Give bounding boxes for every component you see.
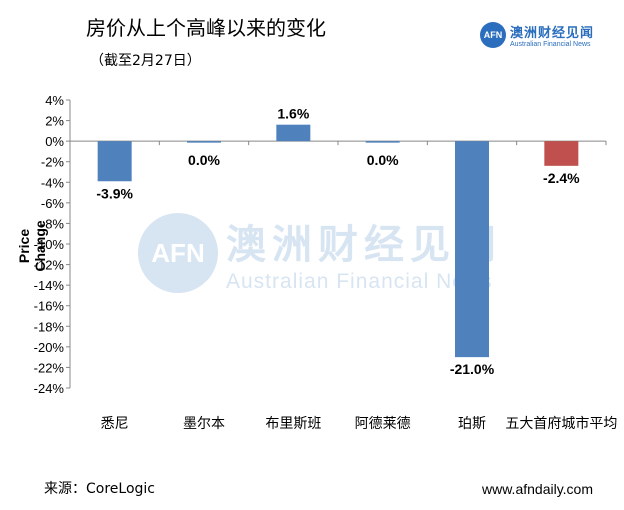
logo-name-cn: 澳洲财经见闻 bbox=[510, 26, 595, 41]
bar bbox=[544, 141, 579, 166]
chart-title: 房价从上个高峰以来的变化 bbox=[86, 16, 326, 40]
bar bbox=[276, 124, 311, 142]
y-tick-label: -14% bbox=[34, 278, 65, 293]
y-tick-label: -4% bbox=[41, 175, 65, 190]
website-url[interactable]: www.afndaily.com bbox=[482, 481, 594, 497]
y-tick-label: -24% bbox=[34, 381, 65, 396]
afn-logo-icon: AFN bbox=[480, 22, 506, 48]
watermark-name-cn: 澳洲财经见闻 bbox=[226, 222, 502, 268]
y-tick-label: -8% bbox=[41, 216, 65, 231]
brand-logo: AFN 澳洲财经见闻 Australian Financial News bbox=[480, 22, 594, 48]
data-label: -3.9% bbox=[96, 185, 133, 201]
category-label: 悉尼 bbox=[101, 416, 129, 432]
bar bbox=[455, 141, 489, 358]
y-tick-label: -22% bbox=[34, 360, 65, 375]
bar bbox=[365, 141, 400, 143]
category-label: 布里斯班 bbox=[265, 416, 321, 432]
y-tick-label: -2% bbox=[41, 155, 65, 170]
category-label: 五大首府城市平均 bbox=[505, 415, 617, 432]
data-label: 0.0% bbox=[367, 152, 399, 168]
y-tick-label: 0% bbox=[45, 134, 64, 149]
watermark-name-en: Australian Financial News bbox=[226, 270, 493, 293]
y-tick-label: -18% bbox=[34, 319, 65, 334]
bar bbox=[187, 141, 221, 143]
data-label: 1.6% bbox=[277, 106, 309, 122]
chart-subtitle: （截至2月27日） bbox=[90, 53, 201, 69]
source-note: 来源：CoreLogic bbox=[44, 481, 155, 497]
y-tick-label: 4% bbox=[45, 93, 64, 108]
category-label: 阿德莱德 bbox=[355, 416, 411, 432]
data-label: 0.0% bbox=[188, 152, 220, 168]
y-tick-label: -10% bbox=[34, 237, 65, 252]
y-tick-label: -20% bbox=[34, 340, 65, 355]
data-label: -2.4% bbox=[543, 170, 580, 186]
logo-name-en: Australian Financial News bbox=[510, 41, 591, 48]
y-tick-label: -6% bbox=[41, 196, 65, 211]
category-label: 墨尔本 bbox=[183, 416, 225, 432]
y-tick-label: 2% bbox=[45, 114, 64, 129]
bar bbox=[97, 141, 132, 182]
category-label: 珀斯 bbox=[458, 416, 486, 432]
data-label: -21.0% bbox=[450, 361, 495, 377]
y-tick-label: -12% bbox=[34, 258, 65, 273]
watermark: AFN 澳洲财经见闻 Australian Financial News bbox=[138, 212, 502, 294]
y-tick-label: -16% bbox=[34, 299, 65, 314]
watermark-logo-icon: AFN bbox=[138, 213, 218, 293]
